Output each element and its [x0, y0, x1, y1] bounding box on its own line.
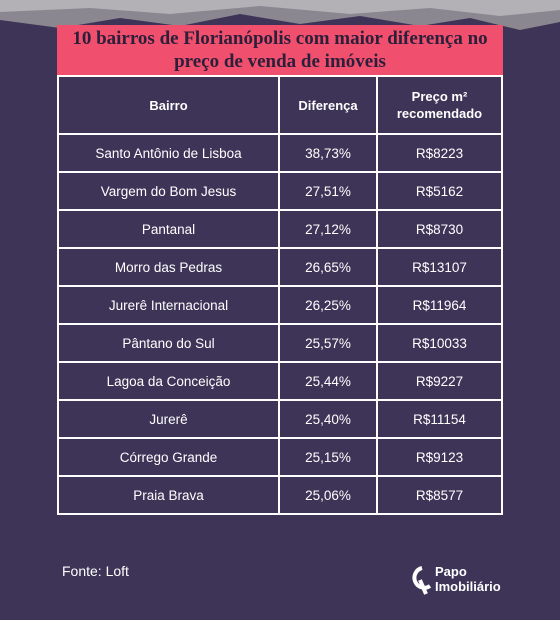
table-row: Morro das Pedras 26,65% R$13107 — [57, 247, 503, 287]
table-cell: Lagoa da Conceição — [57, 361, 280, 401]
table-cell: Morro das Pedras — [57, 247, 280, 287]
table-cell: Santo Antônio de Lisboa — [57, 133, 280, 173]
title-banner: 10 bairros de Florianópolis com maior di… — [57, 25, 503, 75]
table: Bairro Diferença Preço m² recomendado Sant… — [57, 75, 503, 515]
table-cell: R$8223 — [376, 133, 503, 173]
table-cell: 38,73% — [278, 133, 378, 173]
title: 10 bairros de Florianópolis com maior di… — [72, 28, 488, 72]
table-cell: Jurerê — [57, 399, 280, 439]
table-cell: R$8730 — [376, 209, 503, 249]
paper-texture — [0, 0, 560, 16]
table-row: Lagoa da Conceição 25,44% R$9227 — [57, 361, 503, 401]
logo-stroke — [418, 579, 428, 595]
column-header: Preço m² recomendado — [376, 75, 503, 135]
logo: Papo Imobiliário — [410, 562, 520, 602]
source: Fonte: Loft — [62, 563, 129, 579]
column-header: Bairro — [57, 75, 280, 135]
table-cell: 25,57% — [278, 323, 378, 363]
table-cell: 26,25% — [278, 285, 378, 325]
table-cell: R$9123 — [376, 437, 503, 477]
table-cell: R$8577 — [376, 475, 503, 515]
torn-paper — [0, 0, 560, 30]
table-cell: R$5162 — [376, 171, 503, 211]
column-header: Diferença — [278, 75, 378, 135]
table-row: Praia Brava 25,06% R$8577 — [57, 475, 503, 515]
table-cell: 25,44% — [278, 361, 378, 401]
table-row: Jurerê 25,40% R$11154 — [57, 399, 503, 439]
table-cell: R$11154 — [376, 399, 503, 439]
logo-icon — [412, 566, 432, 595]
table-cell: R$9227 — [376, 361, 503, 401]
table-cell: 27,51% — [278, 171, 378, 211]
table-cell: Vargem do Bom Jesus — [57, 171, 280, 211]
table-cell: R$10033 — [376, 323, 503, 363]
table-cell: 26,65% — [278, 247, 378, 287]
header-row: Bairro Diferença Preço m² recomendado — [57, 75, 503, 135]
table-cell: Pântano do Sul — [57, 323, 280, 363]
table-cell: R$13107 — [376, 247, 503, 287]
table-cell: Pantanal — [57, 209, 280, 249]
logo-arc — [412, 566, 432, 590]
table-row: Pântano do Sul 25,57% R$10033 — [57, 323, 503, 363]
table-row: Vargem do Bom Jesus 27,51% R$5162 — [57, 171, 503, 211]
table-row: Pantanal 27,12% R$8730 — [57, 209, 503, 249]
table-cell: 27,12% — [278, 209, 378, 249]
table-cell: Praia Brava — [57, 475, 280, 515]
table-cell: R$11964 — [376, 285, 503, 325]
logo-text: Imobiliário — [435, 579, 501, 594]
table-cell: 25,06% — [278, 475, 378, 515]
table-cell: 25,40% — [278, 399, 378, 439]
table-head: Bairro Diferença Preço m² recomendado — [57, 75, 503, 135]
table-cell: Córrego Grande — [57, 437, 280, 477]
table-row: Córrego Grande 25,15% R$9123 — [57, 437, 503, 477]
table-row: Santo Antônio de Lisboa 38,73% R$8223 — [57, 133, 503, 173]
table-row: Jurerê Internacional 26,25% R$11964 — [57, 285, 503, 325]
logo-text: Papo — [435, 564, 467, 579]
table-cell: 25,15% — [278, 437, 378, 477]
table-body: Santo Antônio de Lisboa 38,73% R$8223 Varge… — [57, 133, 503, 515]
table-cell: Jurerê Internacional — [57, 285, 280, 325]
